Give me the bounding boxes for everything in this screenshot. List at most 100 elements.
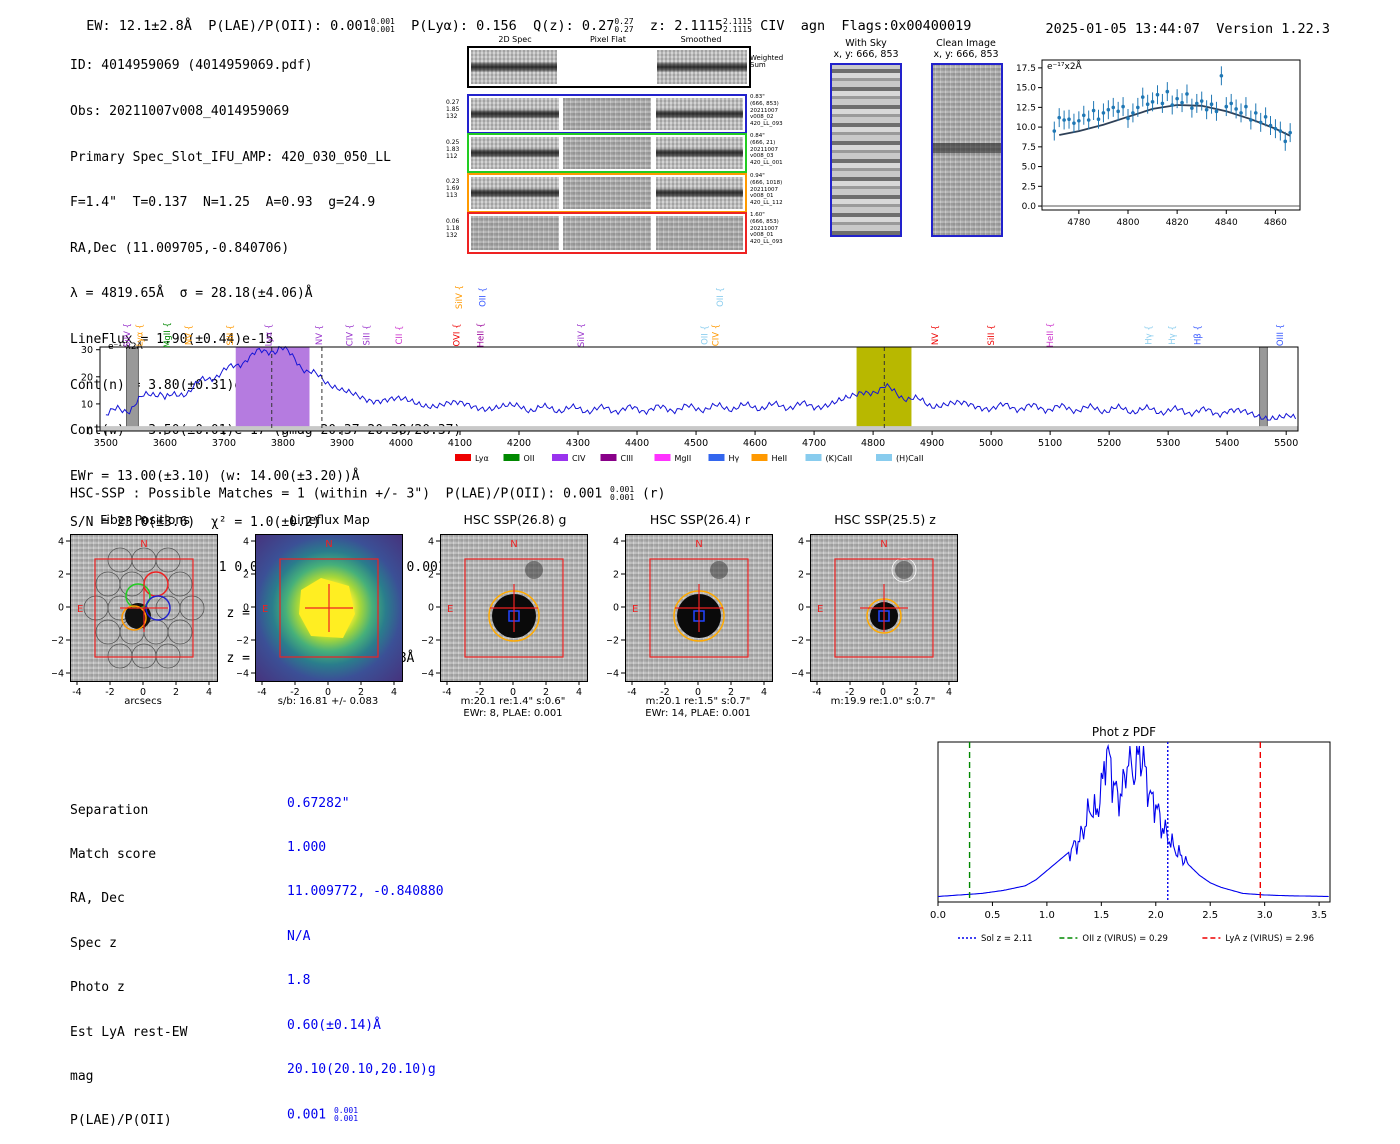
pdf-legend-label: OII z (VIRUS) = 0.29	[1082, 934, 1168, 944]
col-label-pixel-flat: Pixel Flat	[590, 35, 626, 44]
panel-ytick-label: −4	[422, 669, 434, 680]
header-plae-sup: 0.001	[370, 17, 395, 26]
legend-label: HeII	[772, 454, 788, 463]
panel-ytick-label: 0	[243, 603, 249, 614]
fit-data-point	[1096, 117, 1101, 122]
fit-data-point	[1180, 100, 1184, 105]
fit-ytick-label: 10.0	[1016, 123, 1036, 133]
hsc-panel-5: HSC SSP(25.5) z N E -4 -2 0 2 4 4 2 0 −2 −4 m:19.9 re…	[792, 510, 960, 725]
panel-caption-line: EWr: 8, PLAE: 0.001	[463, 708, 563, 719]
fit-data-point	[1136, 105, 1140, 110]
panel-xtick-label: -4	[812, 687, 821, 698]
fit-data-point	[1258, 120, 1263, 125]
emission-line-label: NV {	[931, 325, 941, 345]
pdf-xtick-label: 1.5	[1093, 910, 1109, 921]
spectrum-xtick-label: 4800	[861, 438, 885, 449]
line-fit-chart: 4780 4800 4820 4840 4860 0.0 2.5 5.0 7.5 10.0 12.5…	[1016, 59, 1301, 228]
fit-data-point	[1234, 107, 1238, 111]
panel-ytick-label: −4	[52, 669, 64, 680]
pdf-xtick-label: 1.0	[1039, 910, 1055, 921]
pdf-frame	[937, 741, 1331, 903]
info-line: Obs: 20211007v008_4014959069	[70, 104, 290, 120]
emission-line-label: Hγ {	[1145, 325, 1155, 345]
legend-swatch	[751, 454, 768, 461]
fit-data-point	[1091, 108, 1096, 113]
panel-axes: -4 -2 0 2 4 4 2 0 −2 −4	[52, 537, 212, 699]
panel-ytick-label: 2	[58, 570, 64, 581]
panel-xtick-label: 2	[173, 687, 179, 698]
spectrum-xtick-label: 4900	[920, 438, 944, 449]
legend-swatch	[503, 454, 520, 461]
fit-data-point	[1126, 116, 1130, 121]
panel-ytick-label: 4	[428, 537, 434, 548]
panel-title: Fiber Positions	[100, 512, 190, 527]
spectrum-xtick-label: 3900	[330, 438, 354, 449]
emission-line-label: OII {	[716, 287, 726, 307]
panel-title: HSC SSP(25.5) z	[834, 512, 936, 527]
spectrum-xtick-label: 5100	[1038, 438, 1062, 449]
panel-xtick-label: -2	[290, 687, 299, 698]
spectrum-ytick-label: 0	[87, 427, 93, 438]
hsc-headline-sub: 0.001	[610, 493, 635, 502]
spectrum-line	[105, 345, 1297, 421]
match-value: 1.8	[287, 973, 311, 989]
panel-ytick-label: −4	[237, 669, 249, 680]
panel-ytick-label: 2	[613, 570, 619, 581]
info-line: EWr = 13.00(±3.10) (w: 14.00(±3.20))Å	[70, 468, 360, 484]
hsc-panel-1: Fiber Positions N E -4 -2 0 2 4 4 2 0 −2 −4 arcsecs	[52, 510, 220, 725]
panel-caption-line: m:20.1 re:1.5" s:0.7"	[645, 696, 751, 707]
spectrum-xtick-label: 5000	[979, 438, 1003, 449]
panel-caption: arcsecs	[55, 696, 231, 708]
panel-xtick-label: -4	[627, 687, 636, 698]
pdf-xtick-label: 3.5	[1311, 910, 1327, 921]
clean-image	[931, 63, 1003, 237]
emission-line-label: CIV {	[346, 324, 356, 346]
pdf-xtick-label: 2.5	[1202, 910, 1218, 921]
panel-ytick-label: 4	[613, 537, 619, 548]
spectrum-xtick-label: 4500	[684, 438, 708, 449]
match-label: Spec z	[70, 935, 117, 951]
panel-title: HSC SSP(26.8) g	[463, 512, 567, 527]
photz-pdf-chart: Phot z PDF 0.0 0.5 1.0 1.5 2.0 2.5 3.0 3.5 Sol z …	[930, 725, 1331, 944]
spectrum-xtick-label: 3500	[94, 438, 118, 449]
panel-xtick-label: 4	[206, 687, 212, 698]
header-z-sup: 2.1115	[723, 17, 752, 26]
panel-xtick-label: -2	[660, 687, 669, 698]
fit-xtick-label: 4840	[1215, 218, 1238, 228]
panel-title: Lineflux Map	[290, 512, 370, 527]
panel-caption: m:19.9 re:1.0" s:0.7"	[795, 696, 971, 708]
panel-xtick-label: 0	[325, 687, 331, 698]
fit-axes-frame	[1041, 59, 1301, 211]
spectrum-xtick-label: 4200	[507, 438, 531, 449]
fit-data-point	[1288, 130, 1292, 135]
header-plae-sub: 0.001	[370, 25, 395, 34]
fit-data-point	[1273, 126, 1278, 131]
emission-line-label: Hβ {	[1194, 325, 1204, 345]
fit-ytick-label: 17.5	[1016, 64, 1036, 74]
with-sky-title: With Sky x, y: 666, 853	[833, 38, 899, 60]
fit-data-point	[1253, 111, 1258, 115]
fiber-circle	[167, 619, 193, 645]
emission-line-label: Lyα {	[135, 324, 145, 347]
spectrum-xtick-label: 5300	[1156, 438, 1180, 449]
panel-ytick-label: 4	[243, 537, 249, 548]
header-summary: EW: 12.1±2.8Å P(LAE)/P(OII): 0.0010.001 0…	[70, 2, 971, 35]
fit-data-point	[1150, 100, 1155, 104]
fit-data-point	[1283, 139, 1288, 144]
noise-floor	[100, 426, 1298, 431]
lya-region	[235, 347, 310, 431]
match-label: Match score	[70, 846, 157, 862]
spectrum-xtick-label: 3700	[212, 438, 236, 449]
match-plae-sub: 0.001	[333, 1114, 359, 1124]
neighbor-blob	[525, 561, 543, 579]
match-value: 0.67282"	[287, 795, 350, 811]
panel-xtick-label: -4	[257, 687, 266, 698]
panel-ytick-label: 4	[798, 537, 804, 548]
fit-ytick-label: 5.0	[1022, 163, 1037, 173]
panel-xtick-label: 4	[391, 687, 397, 698]
fit-data-point	[1131, 111, 1135, 115]
fit-xtick-label: 4820	[1166, 218, 1189, 228]
neighbor-blob	[710, 561, 728, 579]
spectrum-xtick-label: 5200	[1097, 438, 1121, 449]
